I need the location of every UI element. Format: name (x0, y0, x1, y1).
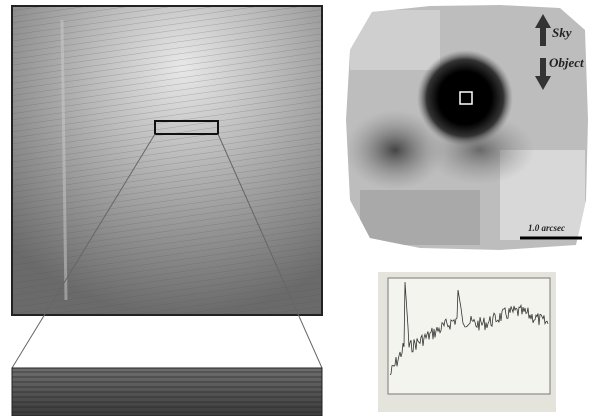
ifu-map: Sky Object 1.0 arcsec (340, 0, 594, 260)
zoom-strip (12, 368, 322, 416)
spectrum-panel (378, 272, 556, 412)
object-label: Object (549, 55, 584, 70)
figure: Sky Object 1.0 arcsec (0, 0, 594, 416)
sky-label: Sky (552, 25, 572, 40)
detector-image (12, 6, 322, 315)
scale-label: 1.0 arcsec (528, 223, 565, 233)
